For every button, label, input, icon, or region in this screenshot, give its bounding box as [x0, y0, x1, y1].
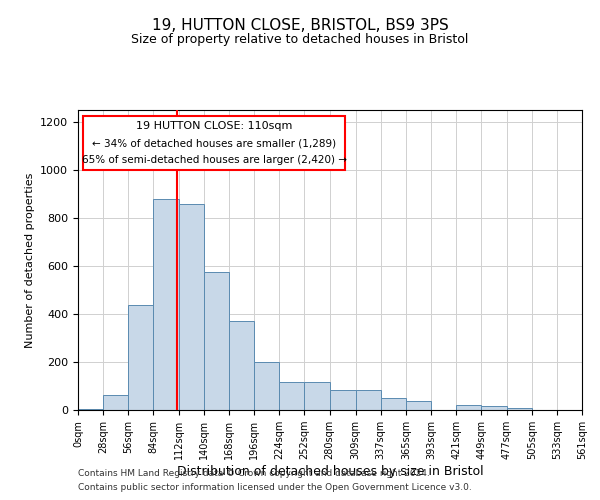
Text: Contains public sector information licensed under the Open Government Licence v3: Contains public sector information licen… — [78, 484, 472, 492]
Bar — [103, 395, 128, 410]
Text: Contains HM Land Registry data © Crown copyright and database right 2024.: Contains HM Land Registry data © Crown c… — [78, 468, 430, 477]
FancyBboxPatch shape — [83, 116, 345, 170]
Text: Size of property relative to detached houses in Bristol: Size of property relative to detached ho… — [131, 32, 469, 46]
Bar — [154, 200, 179, 410]
X-axis label: Distribution of detached houses by size in Bristol: Distribution of detached houses by size … — [176, 465, 484, 478]
Text: 19 HUTTON CLOSE: 110sqm: 19 HUTTON CLOSE: 110sqm — [136, 120, 292, 130]
Text: 65% of semi-detached houses are larger (2,420) →: 65% of semi-detached houses are larger (… — [82, 156, 347, 166]
Bar — [329, 390, 356, 410]
Bar — [179, 204, 204, 410]
Bar — [204, 272, 229, 410]
Bar — [481, 406, 506, 410]
Text: 19, HUTTON CLOSE, BRISTOL, BS9 3PS: 19, HUTTON CLOSE, BRISTOL, BS9 3PS — [152, 18, 448, 32]
Bar — [229, 321, 254, 410]
Text: ← 34% of detached houses are smaller (1,289): ← 34% of detached houses are smaller (1,… — [92, 138, 336, 148]
Bar — [381, 398, 406, 410]
Y-axis label: Number of detached properties: Number of detached properties — [25, 172, 35, 348]
Bar — [506, 408, 532, 410]
Bar — [128, 305, 154, 410]
Bar — [254, 362, 279, 410]
Bar — [78, 409, 103, 410]
Bar — [356, 390, 381, 410]
Bar — [406, 401, 431, 410]
Bar — [304, 382, 329, 410]
Bar — [456, 405, 481, 410]
Bar — [279, 382, 304, 410]
